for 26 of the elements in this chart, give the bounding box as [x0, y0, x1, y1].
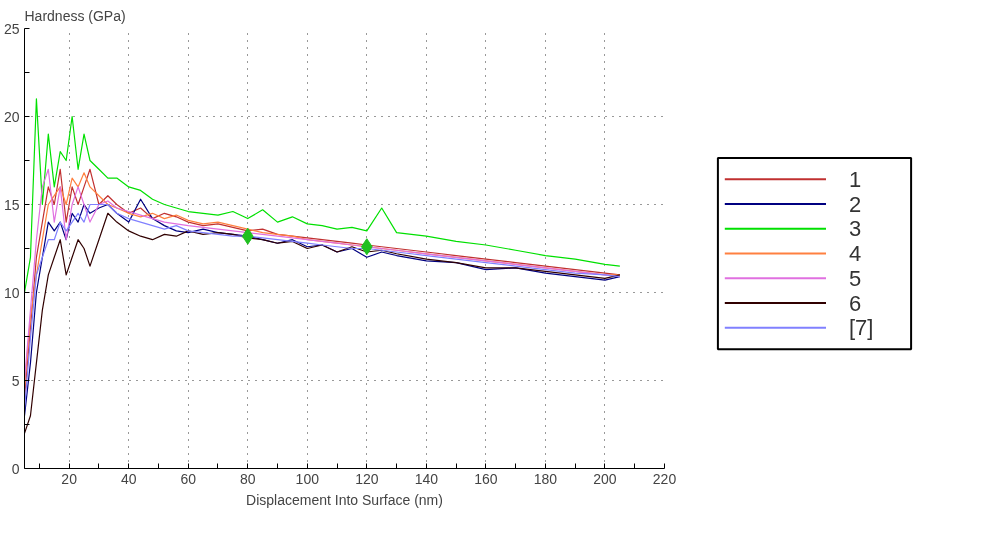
y-tick-label: 10: [3, 284, 20, 301]
y-tick-label: 15: [3, 196, 20, 213]
legend-label: 4: [849, 241, 862, 266]
legend-label: 6: [849, 290, 862, 316]
legend-label: 5: [849, 265, 862, 291]
y-axis-title: Hardness (GPa): [24, 7, 126, 24]
x-tick-label: 80: [239, 470, 256, 487]
x-tick-label: 120: [355, 470, 379, 487]
x-tick-label: 100: [295, 470, 320, 487]
x-tick-label: 180: [533, 470, 558, 487]
legend-label: [7]: [849, 315, 874, 341]
legend-label: 2: [849, 191, 862, 217]
x-tick-label: 220: [652, 470, 677, 487]
x-tick-label: 20: [61, 470, 78, 487]
y-tick-label: 0: [11, 460, 20, 477]
legend-label: 1: [849, 166, 862, 192]
x-tick-label: 160: [474, 470, 498, 487]
x-axis-title: Displacement Into Surface (nm): [246, 491, 443, 508]
x-tick-label: 40: [120, 470, 137, 487]
x-tick-label: 140: [414, 470, 439, 487]
legend-label: 3: [849, 216, 862, 242]
x-tick-label: 60: [180, 470, 197, 487]
x-tick-label: 200: [593, 470, 617, 487]
y-tick-label: 25: [3, 20, 20, 37]
y-tick-label: 20: [3, 108, 20, 125]
y-tick-label: 5: [11, 372, 20, 389]
